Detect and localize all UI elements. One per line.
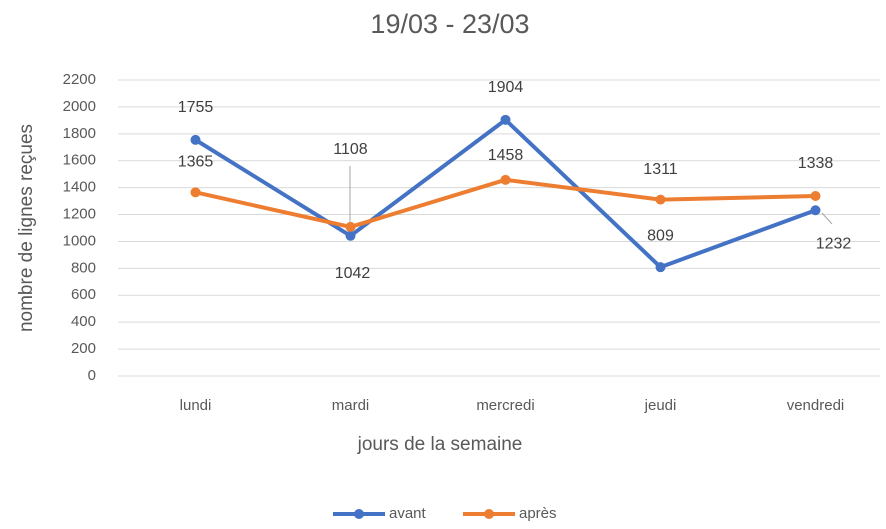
legend-marker [354, 509, 364, 519]
y-tick-label: 1800 [63, 125, 96, 142]
point [190, 134, 201, 145]
y-tick-label: 200 [71, 340, 96, 357]
y-tick-label: 1200 [63, 206, 96, 223]
data-label: 1108 [333, 141, 368, 158]
y-tick-label: 600 [71, 286, 96, 303]
data-label: 1338 [798, 155, 834, 172]
line-series [195, 177, 816, 229]
point [810, 190, 821, 201]
y-tick-label: 0 [88, 367, 96, 384]
point [810, 205, 821, 216]
point [655, 262, 666, 273]
x-tick-label: vendredi [787, 397, 845, 414]
data-label: 809 [647, 227, 674, 244]
x-axis-label: jours de la semaine [357, 434, 523, 455]
x-tick-label: jeudi [644, 397, 677, 414]
point [500, 174, 511, 185]
legend-label: après [519, 505, 557, 522]
data-label: 1232 [816, 235, 852, 252]
point [500, 114, 511, 125]
data-label: 1311 [643, 161, 678, 178]
y-tick-label: 2200 [63, 71, 96, 88]
y-tick-label: 1000 [63, 232, 96, 249]
line-series [194, 117, 817, 270]
y-tick-label: 1400 [63, 179, 96, 196]
legend-marker [484, 509, 494, 519]
y-tick-label: 2000 [63, 98, 96, 115]
y-tick-label: 1600 [63, 152, 96, 169]
y-tick-label: 800 [71, 259, 96, 276]
x-tick-label: lundi [180, 397, 212, 414]
legend-label: avant [389, 505, 427, 522]
chart-title: 19/03 - 23/03 [370, 9, 529, 39]
data-label: 1365 [178, 154, 214, 171]
y-axis-label: nombre de lignes reçues [16, 124, 37, 332]
point [345, 221, 356, 232]
data-label: 1755 [178, 99, 214, 116]
x-tick-label: mardi [332, 397, 370, 414]
y-tick-label: 400 [71, 313, 96, 330]
data-label: 1458 [488, 147, 524, 164]
data-label: 1904 [488, 79, 524, 96]
leader-line [821, 212, 833, 225]
point [345, 230, 356, 241]
x-tick-label: mercredi [476, 397, 534, 414]
data-label: 1042 [335, 265, 371, 282]
point [190, 187, 201, 198]
point [655, 194, 666, 205]
